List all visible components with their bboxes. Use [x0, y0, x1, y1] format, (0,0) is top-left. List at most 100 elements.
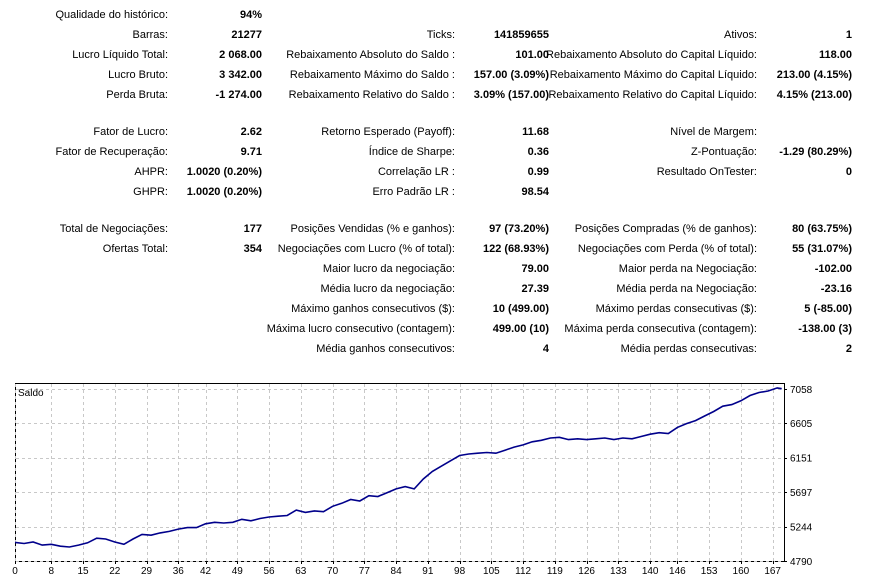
stat-value: 10 (499.00): [492, 303, 549, 315]
x-tick-label: 167: [764, 566, 781, 577]
stats-row: Fator de Lucro: 2.62 Retorno Esperado (Pay…: [0, 124, 871, 140]
stat-value: 4.15% (213.00): [776, 89, 852, 101]
stats-row: Perda Bruta: -1 274.00 Rebaixamento Relati…: [0, 87, 871, 103]
stat-label: Nível de Margem:: [670, 126, 757, 138]
stat-label: Máximo ganhos consecutivos ($):: [291, 303, 455, 315]
stat-value: 499.00 (10): [492, 323, 549, 335]
stat-label: Rebaixamento Máximo do Capital Líquido:: [549, 69, 757, 81]
x-tick-label: 36: [173, 566, 185, 577]
x-tick-label: 15: [77, 566, 89, 577]
stat-label: Fator de Lucro:: [93, 126, 168, 138]
stat-value: 97 (73.20%): [489, 223, 549, 235]
y-tick-label: 7058: [790, 385, 813, 396]
stat-label: Máxima perda consecutiva (contagem):: [564, 323, 757, 335]
stat-label: Média ganhos consecutivos:: [316, 343, 455, 355]
stat-label: Maior perda na Negociação:: [618, 263, 757, 275]
stat-label: Média perda na Negociação:: [616, 283, 757, 295]
x-tick-label: 56: [264, 566, 276, 577]
x-tick-label: 77: [359, 566, 371, 577]
stat-value: 122 (68.93%): [482, 243, 549, 255]
stat-value: 1: [845, 29, 852, 41]
stats-row: Lucro Bruto: 3 342.00 Rebaixamento Máximo …: [0, 67, 871, 83]
y-tick-label: 4790: [790, 557, 813, 568]
stat-value: 213.00 (4.15%): [776, 69, 852, 81]
stat-value: -23.16: [820, 283, 852, 295]
stat-label: Rebaixamento Absoluto do Saldo :: [286, 49, 455, 61]
x-tick-label: 70: [327, 566, 339, 577]
stats-row: Ofertas Total: 354 Negociações com Lucro (…: [0, 241, 871, 257]
stat-value: 1.0020 (0.20%): [186, 166, 262, 178]
stat-label: AHPR:: [134, 166, 168, 178]
stat-label: Índice de Sharpe:: [368, 146, 455, 158]
stat-label: Total de Negociações:: [59, 223, 168, 235]
stats-row: Máxima lucro consecutivo (contagem): 499.…: [0, 321, 871, 337]
stats-row: Total de Negociações: 177 Posições Vendida…: [0, 221, 871, 237]
series-line-saldo: [14, 387, 782, 548]
stat-label: Perda Bruta:: [106, 89, 168, 101]
stat-label: Posições Compradas (% de ganhos):: [574, 223, 757, 235]
stat-label: Média lucro da negociação:: [320, 283, 455, 295]
x-tick-label: 22: [109, 566, 121, 577]
stat-label: Rebaixamento Relativo do Saldo :: [288, 89, 455, 101]
stat-label: Fator de Recuperação:: [55, 146, 168, 158]
stats-row: Lucro Líquido Total: 2 068.00 Rebaixamento…: [0, 47, 871, 63]
stat-value: 157.00 (3.09%): [473, 69, 549, 81]
stat-value: 11.68: [522, 126, 549, 138]
stat-value: 0.99: [527, 166, 549, 178]
stat-value: 80 (63.75%): [792, 223, 852, 235]
stat-value: 177: [243, 223, 262, 235]
stats-row: Média ganhos consecutivos: 4 Média perdas …: [0, 341, 871, 357]
balance-chart-svg: 0 8 15 22 29 36 42 49 56 63 70 77 84 91 98 105 112 119 126…: [12, 383, 813, 577]
stat-value: 141859655: [493, 29, 549, 41]
stat-value: 1.0020 (0.20%): [186, 186, 262, 198]
x-tick-label: 160: [733, 566, 750, 577]
stat-label: Média perdas consecutivas:: [620, 343, 757, 355]
stats-row: Maior lucro da negociação: 79.00 Maior per…: [0, 261, 871, 277]
x-tick-label: 140: [642, 566, 659, 577]
stat-value: 3 342.00: [219, 69, 262, 81]
stat-label: Qualidade do histórico:: [55, 9, 168, 21]
stat-label: Ticks:: [426, 29, 455, 41]
stat-value: 3.09% (157.00): [473, 89, 549, 101]
stat-label: GHPR:: [133, 186, 168, 198]
stat-label: Negociações com Lucro (% of total):: [277, 243, 455, 255]
stat-value: 4: [542, 343, 549, 355]
stat-label: Z-Pontuação:: [690, 146, 757, 158]
stat-value: 0: [845, 166, 852, 178]
stat-label: Maior lucro da negociação:: [322, 263, 455, 275]
x-tick-label: 49: [232, 566, 244, 577]
x-tick-label: 133: [610, 566, 627, 577]
x-tick-label: 8: [49, 566, 55, 577]
stat-label: Rebaixamento Relativo do Capital Líquido…: [548, 89, 757, 101]
stat-value: -102.00: [814, 263, 852, 275]
stat-label: Resultado OnTester:: [656, 166, 757, 178]
y-tick-label: 6605: [790, 419, 813, 430]
stat-label: Rebaixamento Máximo do Saldo :: [289, 69, 455, 81]
stat-value: 2.62: [240, 126, 262, 138]
stat-value: -138.00 (3): [798, 323, 852, 335]
x-tick-label: 146: [669, 566, 686, 577]
stat-value: -1 274.00: [215, 89, 262, 101]
balance-chart: 0 8 15 22 29 36 42 49 56 63 70 77 84 91 98 105 112 119 126…: [12, 383, 870, 578]
stat-value: 354: [243, 243, 262, 255]
stat-value: 5 (-85.00): [804, 303, 852, 315]
stat-value: -1.29 (80.29%): [779, 146, 852, 158]
stats-row: Qualidade do histórico: 94%: [0, 7, 871, 23]
stats-row: GHPR: 1.0020 (0.20%) Erro Padrão LR : 98.54: [0, 184, 871, 200]
x-tick-label: 42: [200, 566, 212, 577]
stat-value: 27.39: [521, 283, 549, 295]
stat-label: Ofertas Total:: [102, 243, 168, 255]
stat-value: 21277: [231, 29, 262, 41]
y-tick-label: 5244: [790, 523, 813, 534]
stats-row: Barras: 21277 Ticks: 141859655 Ativos: 1: [0, 27, 871, 43]
stat-value: 2: [845, 343, 852, 355]
stat-value: 9.71: [240, 146, 262, 158]
stats-row: Fator de Recuperação: 9.71 Índice de Sharp…: [0, 144, 871, 160]
stat-label: Máxima lucro consecutivo (contagem):: [266, 323, 455, 335]
stat-value: 0.36: [527, 146, 549, 158]
stat-label: Lucro Bruto:: [108, 69, 168, 81]
stat-label: Rebaixamento Absoluto do Capital Líquido…: [546, 49, 757, 61]
stat-label: Correlação LR :: [377, 166, 455, 178]
x-tick-label: 29: [141, 566, 153, 577]
x-tick-label: 153: [701, 566, 718, 577]
